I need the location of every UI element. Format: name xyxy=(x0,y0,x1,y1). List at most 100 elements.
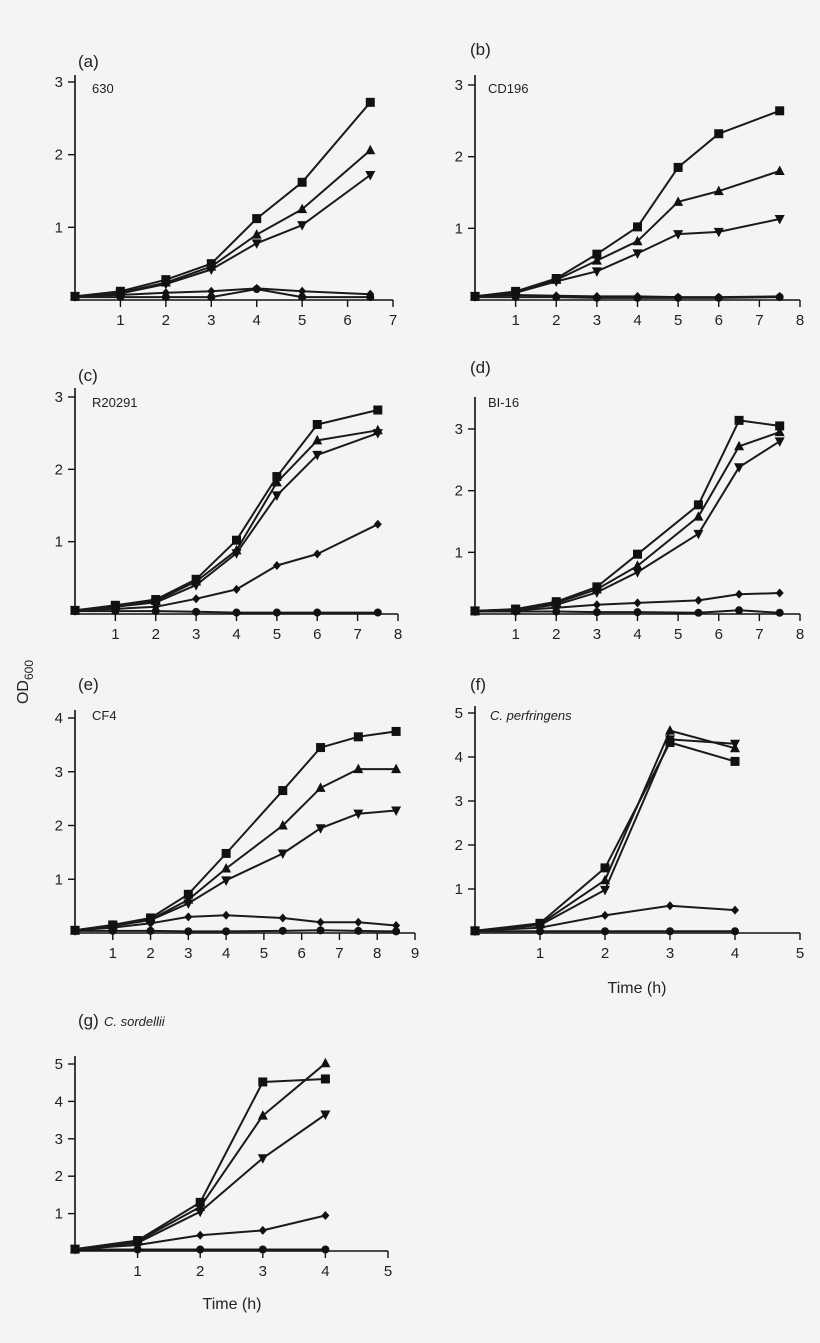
y-tick-label: 2 xyxy=(55,1168,63,1185)
y-tick-label: 3 xyxy=(455,421,463,438)
data-point-square xyxy=(633,549,642,559)
chart-panel-1: 1 2 3 4 5 6 7 8 1 2 3 (b) CD196 xyxy=(455,40,805,329)
x-tick-label: 4 xyxy=(321,1263,329,1280)
data-point-triangle-down xyxy=(673,230,684,240)
y-tick-label: 5 xyxy=(55,1056,63,1073)
x-tick-label: 6 xyxy=(297,945,305,962)
data-point-diamond xyxy=(354,917,363,927)
data-point-circle xyxy=(731,927,739,936)
data-point-circle xyxy=(552,293,561,302)
x-tick-label: 6 xyxy=(343,312,351,329)
data-point-circle xyxy=(511,293,520,302)
data-point-triangle-down xyxy=(713,227,724,238)
data-point-circle xyxy=(674,293,683,302)
data-point-square xyxy=(258,1077,268,1087)
strain-label: C. perfringens xyxy=(490,708,572,723)
chart-panel-4: 1 2 3 4 5 6 7 8 9 1 2 3 4 (e) CF4 xyxy=(55,675,420,962)
x-tick-label: 8 xyxy=(373,945,381,962)
data-point-triangle-down xyxy=(774,437,785,447)
data-point-circle xyxy=(258,1245,267,1254)
data-point-triangle-up xyxy=(251,229,262,239)
y-tick-label: 2 xyxy=(55,147,63,164)
data-point-triangle-down xyxy=(277,849,288,859)
data-point-square xyxy=(232,535,241,545)
series-line-diamond xyxy=(74,523,379,612)
data-point-triangle-down xyxy=(271,491,282,501)
y-tick-label: 3 xyxy=(55,74,63,91)
data-point-triangle-down xyxy=(372,429,383,439)
data-point-triangle-up xyxy=(353,763,364,774)
shared-y-axis-title-main: OD xyxy=(15,680,32,704)
chart-panel-6: 1 2 3 4 5 1 2 3 4 5 (g) C. sordellii Time (h) xyxy=(55,1011,393,1313)
data-point-triangle-down xyxy=(730,739,740,750)
x-tick-label: 7 xyxy=(353,626,361,643)
x-tick-label: 3 xyxy=(207,312,215,329)
x-axis-title: Time (h) xyxy=(608,980,667,997)
panel-label: (a) xyxy=(78,52,99,71)
x-tick-label: 7 xyxy=(755,626,763,643)
strain-label: 630 xyxy=(92,81,114,96)
data-point-triangle-down xyxy=(734,463,745,473)
series-line-square xyxy=(74,730,397,932)
data-point-circle xyxy=(392,927,401,936)
x-tick-label: 5 xyxy=(674,312,682,329)
data-point-circle xyxy=(633,608,642,617)
y-tick-label: 3 xyxy=(55,1131,63,1148)
data-point-triangle-down xyxy=(665,735,675,745)
series-line-triangle-up xyxy=(474,431,781,612)
x-tick-label: 5 xyxy=(796,945,804,962)
data-point-circle xyxy=(592,608,601,617)
strain-label: CD196 xyxy=(488,81,528,96)
data-point-diamond xyxy=(592,600,601,610)
data-point-circle xyxy=(196,1245,205,1254)
data-point-diamond xyxy=(373,519,382,529)
data-point-diamond xyxy=(735,589,744,599)
data-point-diamond xyxy=(196,1230,205,1240)
data-point-circle xyxy=(146,926,155,935)
data-point-triangle-up xyxy=(665,725,675,735)
data-point-triangle-up xyxy=(312,434,323,445)
x-tick-label: 2 xyxy=(552,626,560,643)
data-point-square xyxy=(714,129,724,139)
data-point-triangle-up xyxy=(774,165,785,175)
y-tick-label: 4 xyxy=(55,1093,63,1110)
data-point-diamond xyxy=(601,910,609,920)
data-point-triangle-up xyxy=(600,874,610,885)
data-point-triangle-up xyxy=(315,782,326,792)
series-line-triangle-down xyxy=(474,738,736,932)
data-point-square xyxy=(734,415,744,425)
series-line-triangle-down xyxy=(74,432,379,612)
series-line-triangle-up xyxy=(474,729,736,932)
x-axis-title: Time (h) xyxy=(203,1296,262,1313)
data-point-triangle-up xyxy=(271,476,282,487)
x-tick-label: 6 xyxy=(715,312,723,329)
x-tick-label: 3 xyxy=(593,626,601,643)
series-line-triangle-down xyxy=(74,809,397,932)
series-line-triangle-down xyxy=(74,174,371,298)
data-point-diamond xyxy=(666,901,674,911)
strain-label: CF4 xyxy=(92,708,117,723)
data-point-triangle-up xyxy=(591,255,602,265)
data-point-square xyxy=(775,106,785,116)
data-point-triangle-down xyxy=(183,899,194,909)
data-point-circle xyxy=(278,926,287,935)
x-tick-label: 5 xyxy=(260,945,268,962)
data-point-square xyxy=(592,249,602,259)
data-point-square xyxy=(693,500,703,510)
data-point-square xyxy=(633,222,642,232)
y-tick-label: 3 xyxy=(455,77,463,94)
data-point-circle xyxy=(373,608,382,617)
x-tick-label: 7 xyxy=(335,945,343,962)
chart-panel-3: 1 2 3 4 5 6 7 8 1 2 3 (d) BI-16 xyxy=(455,358,805,643)
series-line-square xyxy=(474,109,781,298)
y-tick-label: 1 xyxy=(55,534,63,551)
series-line-triangle-up xyxy=(74,1062,327,1251)
data-point-circle xyxy=(601,927,609,936)
data-point-circle xyxy=(116,293,125,302)
data-point-diamond xyxy=(272,561,281,571)
data-point-diamond xyxy=(232,584,241,594)
y-tick-label: 1 xyxy=(455,544,463,561)
data-point-triangle-up xyxy=(391,763,402,774)
x-tick-label: 3 xyxy=(259,1263,267,1280)
